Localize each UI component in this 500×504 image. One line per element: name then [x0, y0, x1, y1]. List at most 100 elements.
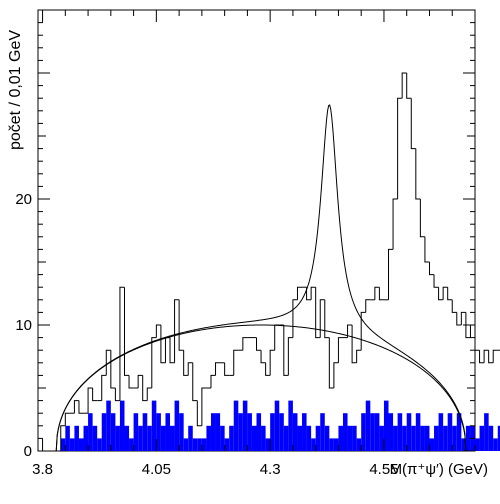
- data-bin: [119, 286, 125, 401]
- data-bin: [78, 400, 84, 414]
- y-tick-label: 10: [15, 317, 32, 334]
- x-tick-label: 3.8: [32, 461, 53, 478]
- data-bin: [424, 236, 430, 263]
- data-bin: [260, 350, 266, 364]
- data-bin: [92, 388, 98, 402]
- data-bin: [101, 374, 107, 401]
- data-bin: [201, 387, 207, 426]
- background-bin: [333, 438, 339, 451]
- background-bin: [347, 425, 353, 451]
- background-bin: [156, 413, 161, 451]
- data-bin: [310, 286, 316, 300]
- background-bin: [342, 413, 348, 451]
- data-bin: [433, 274, 439, 288]
- background-bin: [406, 413, 412, 451]
- background-bin: [488, 425, 494, 451]
- background-bin: [270, 413, 275, 451]
- background-bin: [402, 425, 407, 451]
- background-bin: [365, 400, 371, 451]
- background-bin: [356, 438, 362, 451]
- data-bin: [265, 362, 271, 376]
- background-bin: [370, 413, 375, 451]
- background-bin: [97, 438, 102, 451]
- background-bin: [311, 438, 316, 451]
- background-bin: [274, 400, 280, 451]
- background-fit-curve: [55, 324, 467, 452]
- data-bin: [215, 362, 221, 376]
- data-bin: [287, 337, 293, 376]
- background-bin: [65, 425, 70, 451]
- plot-frame: [37, 9, 476, 452]
- background-bin: [484, 413, 489, 451]
- background-bin: [147, 425, 152, 451]
- background-bin: [302, 413, 307, 451]
- x-tick-label: 4.55: [369, 461, 398, 478]
- data-bin: [110, 350, 116, 389]
- background-bin: [497, 425, 500, 451]
- background-bin: [129, 438, 134, 451]
- data-bin: [242, 337, 248, 351]
- data-bin: [419, 199, 425, 238]
- background-bin: [170, 425, 175, 451]
- background-bin: [411, 425, 416, 451]
- data-bin: [451, 299, 457, 313]
- data-bin: [474, 325, 480, 351]
- background-bin: [74, 425, 79, 451]
- background-bin: [379, 425, 384, 451]
- background-bin: [397, 413, 403, 451]
- data-bin: [114, 388, 120, 402]
- background-bin: [101, 413, 107, 451]
- x-tick-label: 4.3: [260, 461, 281, 478]
- tick-labels: 3.8 4.05 4.3 4.55 0 10 20: [15, 191, 398, 478]
- background-bin: [188, 425, 193, 451]
- data-bin: [337, 337, 343, 363]
- data-bin: [347, 324, 353, 338]
- background-bin: [320, 413, 325, 451]
- background-bin: [238, 413, 243, 451]
- background-bin: [329, 438, 334, 451]
- data-bin: [128, 375, 134, 389]
- background-bin: [479, 425, 485, 451]
- background-bin: [201, 438, 207, 451]
- data-bin: [406, 73, 412, 99]
- background-bin: [247, 413, 252, 451]
- data-bin: [192, 362, 198, 402]
- background-bin: [69, 438, 75, 451]
- background-bin: [60, 438, 66, 451]
- data-bin: [356, 349, 362, 363]
- background-bin: [420, 425, 425, 451]
- data-bin: [87, 387, 93, 414]
- data-bin: [210, 374, 216, 388]
- background-histogram: [60, 400, 500, 451]
- background-bin: [434, 425, 439, 451]
- data-bin: [315, 287, 321, 339]
- background-bin: [192, 438, 198, 451]
- data-bin: [296, 286, 303, 300]
- data-bin: [178, 299, 184, 351]
- data-bin: [283, 325, 289, 376]
- background-bin: [361, 413, 366, 451]
- background-bin: [465, 425, 471, 451]
- background-bin: [388, 413, 394, 451]
- data-bin: [392, 198, 398, 250]
- data-bin: [64, 412, 70, 426]
- background-bin: [256, 413, 262, 451]
- background-bin: [210, 413, 216, 451]
- data-bin: [155, 324, 161, 338]
- background-bin: [142, 413, 148, 451]
- data-bin: [256, 337, 262, 351]
- data-bin: [488, 350, 494, 364]
- data-bin: [333, 362, 339, 388]
- background-bin: [393, 425, 398, 451]
- data-bin: [360, 311, 366, 351]
- background-bin: [78, 438, 84, 451]
- background-bin: [456, 413, 462, 451]
- background-bin: [110, 413, 116, 451]
- background-bin: [288, 400, 293, 451]
- background-bin: [119, 400, 125, 451]
- background-bin: [233, 400, 239, 451]
- data-bin: [456, 312, 462, 326]
- data-bin: [324, 299, 330, 339]
- background-bin: [265, 438, 271, 451]
